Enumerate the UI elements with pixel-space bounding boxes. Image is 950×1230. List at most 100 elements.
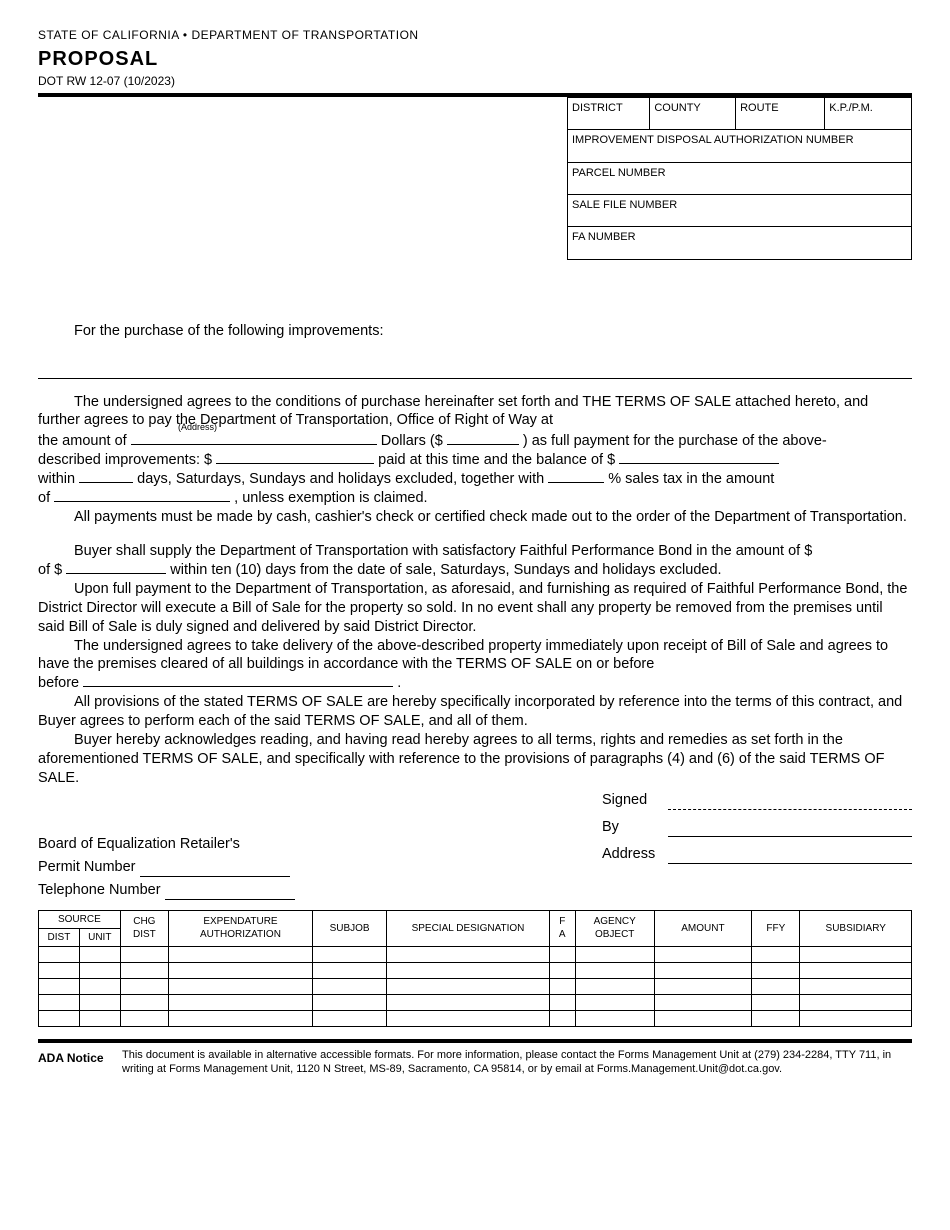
table-cell[interactable] (312, 1010, 386, 1026)
table-cell[interactable] (312, 994, 386, 1010)
table-cell[interactable] (79, 946, 120, 962)
salefile-row: SALE FILE NUMBER (568, 195, 911, 227)
table-cell[interactable] (549, 962, 575, 978)
table-cell[interactable] (79, 962, 120, 978)
payments-para: All payments must be made by cash, cashi… (38, 508, 912, 527)
dollar-amount-field[interactable] (447, 444, 519, 445)
col-subsidiary: SUBSIDIARY (800, 910, 912, 946)
salefile-cell[interactable]: SALE FILE NUMBER (568, 195, 911, 227)
address-field-1[interactable] (668, 848, 912, 864)
table-cell[interactable] (79, 1010, 120, 1026)
table-cell[interactable] (575, 994, 654, 1010)
permit-field[interactable] (140, 861, 290, 877)
paid-balance-text: paid at this time and the balance of $ (378, 452, 615, 468)
table-cell[interactable] (575, 978, 654, 994)
table-cell[interactable] (312, 962, 386, 978)
table-cell[interactable] (654, 946, 752, 962)
kppm-cell[interactable]: K.P./P.M. (825, 98, 911, 130)
col-agency-obj: AGENCYOBJECT (575, 910, 654, 946)
table-cell[interactable] (654, 994, 752, 1010)
table-cell[interactable] (752, 962, 800, 978)
ada-notice-text: This document is available in alternativ… (122, 1049, 912, 1077)
table-cell[interactable] (312, 946, 386, 962)
table-cell[interactable] (169, 946, 313, 962)
bond-amount-field[interactable] (66, 573, 166, 574)
table-cell[interactable] (575, 946, 654, 962)
within-line: within days, Saturdays, Sundays and holi… (38, 470, 912, 489)
table-cell[interactable] (169, 994, 313, 1010)
table-row (39, 1010, 912, 1026)
table-cell[interactable] (752, 978, 800, 994)
form-id: DOT RW 12-07 (10/2023) (38, 74, 912, 90)
sig-right: Signed By Address (602, 791, 912, 900)
table-cell[interactable] (120, 962, 168, 978)
before-line: before . (38, 674, 912, 693)
signed-field[interactable] (668, 794, 912, 810)
col-exp-auth: EXPENDATUREAUTHORIZATION (169, 910, 313, 946)
table-cell[interactable] (800, 978, 912, 994)
table-cell[interactable] (800, 946, 912, 962)
table-cell[interactable] (575, 962, 654, 978)
table-cell[interactable] (120, 994, 168, 1010)
intro-line: For the purchase of the following improv… (38, 322, 912, 341)
table-cell[interactable] (387, 994, 550, 1010)
table-cell[interactable] (39, 946, 80, 962)
fa-cell[interactable]: FA NUMBER (568, 227, 911, 258)
table-cell[interactable] (800, 962, 912, 978)
table-cell[interactable] (800, 994, 912, 1010)
table-cell[interactable] (120, 978, 168, 994)
table-cell[interactable] (39, 1010, 80, 1026)
table-cell[interactable] (169, 962, 313, 978)
p1: The undersigned agrees to the conditions… (38, 393, 912, 431)
p3b-text: within ten (10) days from the date of sa… (170, 562, 721, 578)
improvements-blank[interactable] (38, 361, 912, 379)
table-cell[interactable] (800, 1010, 912, 1026)
tax-pct-field[interactable] (548, 482, 604, 483)
table-cell[interactable] (752, 946, 800, 962)
col-source: SOURCE (39, 910, 121, 928)
before-date-field[interactable] (83, 686, 393, 687)
table-cell[interactable] (387, 962, 550, 978)
table-cell[interactable] (549, 1010, 575, 1026)
col-unit: UNIT (79, 928, 120, 946)
table-cell[interactable] (549, 946, 575, 962)
within-text: within (38, 471, 75, 487)
by-field[interactable] (668, 821, 912, 837)
table-cell[interactable] (79, 978, 120, 994)
table-cell[interactable] (39, 978, 80, 994)
improvements-amount-field[interactable] (216, 463, 374, 464)
table-cell[interactable] (312, 978, 386, 994)
table-cell[interactable] (387, 978, 550, 994)
table-cell[interactable] (654, 1010, 752, 1026)
idan-cell[interactable]: IMPROVEMENT DISPOSAL AUTHORIZATION NUMBE… (568, 130, 911, 162)
table-cell[interactable] (169, 1010, 313, 1026)
table-cell[interactable] (654, 962, 752, 978)
telephone-field[interactable] (165, 884, 295, 900)
table-cell[interactable] (120, 1010, 168, 1026)
route-cell[interactable]: ROUTE (736, 98, 825, 130)
table-cell[interactable] (120, 946, 168, 962)
table-cell[interactable] (549, 994, 575, 1010)
table-cell[interactable] (575, 1010, 654, 1026)
table-cell[interactable] (387, 1010, 550, 1026)
table-cell[interactable] (39, 994, 80, 1010)
table-cell[interactable] (169, 978, 313, 994)
parcel-row: PARCEL NUMBER (568, 163, 911, 195)
agency-line: STATE OF CALIFORNIA • DEPARTMENT OF TRAN… (38, 28, 912, 44)
table-cell[interactable] (654, 978, 752, 994)
address-label: (Address) (178, 422, 217, 434)
county-cell[interactable]: COUNTY (650, 98, 736, 130)
table-cell[interactable] (549, 978, 575, 994)
address-field[interactable] (131, 444, 377, 445)
table-cell[interactable] (39, 962, 80, 978)
telephone-row: Telephone Number (38, 881, 602, 900)
table-cell[interactable] (752, 994, 800, 1010)
balance-field[interactable] (619, 463, 779, 464)
district-cell[interactable]: DISTRICT (568, 98, 650, 130)
table-cell[interactable] (79, 994, 120, 1010)
days-field[interactable] (79, 482, 133, 483)
table-cell[interactable] (387, 946, 550, 962)
parcel-cell[interactable]: PARCEL NUMBER (568, 163, 911, 195)
table-cell[interactable] (752, 1010, 800, 1026)
tax-amount-field[interactable] (54, 501, 230, 502)
